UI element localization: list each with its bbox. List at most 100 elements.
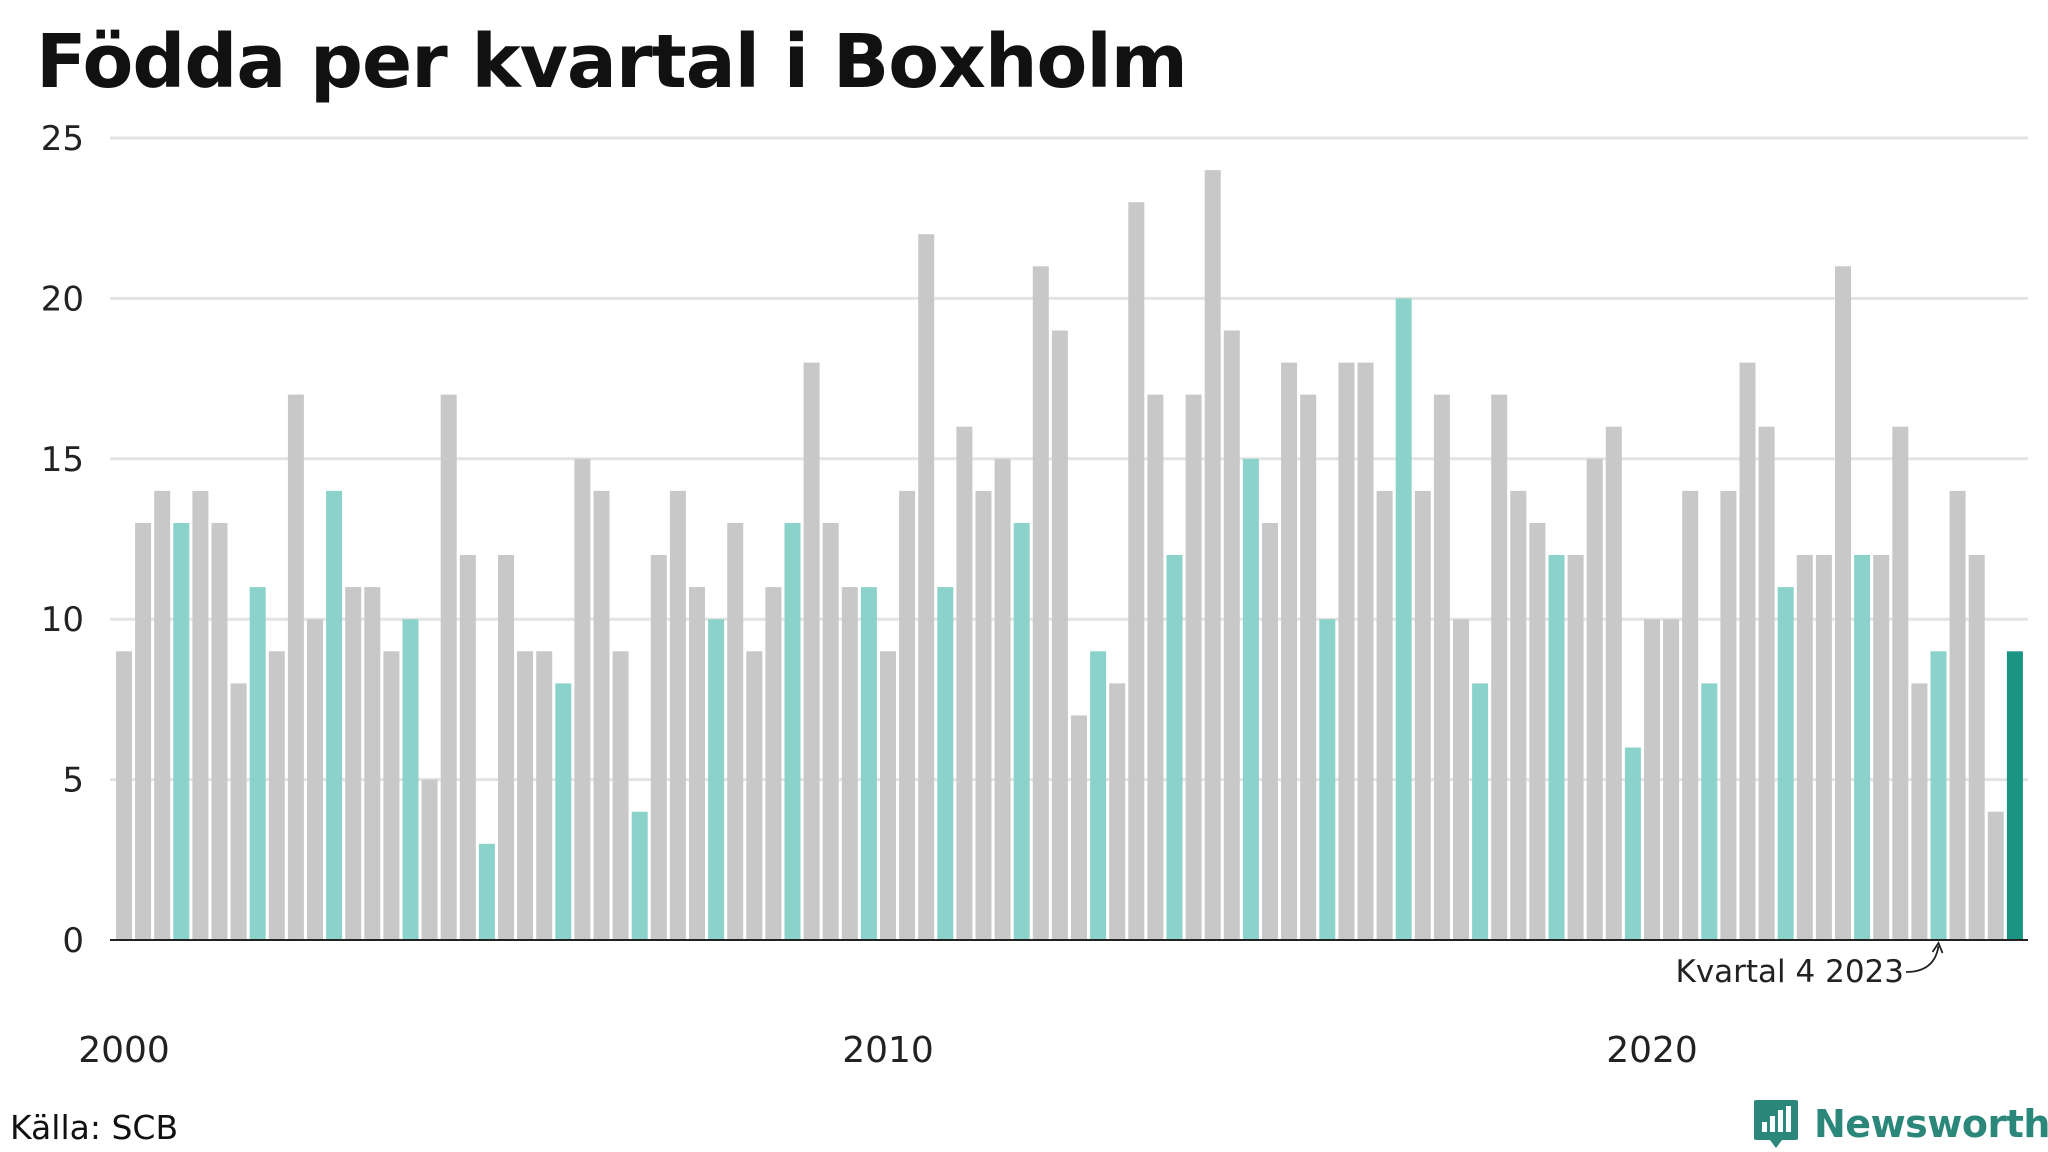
bar [1109, 683, 1126, 940]
bar [1644, 619, 1660, 940]
bar [1624, 747, 1641, 940]
bar [765, 587, 782, 940]
bar [1854, 555, 1871, 940]
bar [1013, 523, 1030, 940]
bar [1281, 362, 1298, 941]
bar [1586, 458, 1603, 940]
x-tick-label: 2020 [1606, 1030, 1698, 1071]
bar [1758, 426, 1775, 940]
bar [1548, 555, 1565, 940]
bar [287, 394, 304, 941]
bar [154, 490, 171, 940]
bar [1376, 490, 1393, 940]
x-axis-ticks: 2000 2010 2020 [78, 1030, 1698, 1071]
y-tick-label: 15 [41, 440, 84, 480]
bar [803, 362, 820, 941]
bar [612, 651, 629, 940]
bar [1529, 523, 1546, 940]
bar [1663, 619, 1680, 940]
bar [1242, 458, 1259, 940]
bar [574, 458, 591, 940]
bar [860, 587, 877, 940]
bar [784, 523, 801, 940]
annotation-arrowhead [1931, 941, 1944, 954]
bar [478, 843, 495, 940]
bar [841, 587, 858, 940]
y-tick-label: 0 [62, 921, 84, 961]
bar [2006, 651, 2023, 940]
bar [918, 234, 935, 940]
y-tick-label: 20 [41, 279, 84, 319]
bar [1892, 426, 1909, 940]
bar [1090, 651, 1107, 940]
bar [1051, 330, 1068, 940]
bar [708, 619, 725, 940]
bar [822, 523, 839, 940]
bars [110, 170, 2028, 941]
bar [1701, 683, 1718, 940]
bar [1453, 619, 1469, 940]
bar [1262, 523, 1278, 940]
annotation-arrow [1905, 945, 1940, 973]
bar [517, 651, 534, 940]
bar [1987, 811, 2004, 940]
bar [689, 587, 705, 940]
bar [1472, 683, 1489, 940]
bar [1491, 394, 1508, 941]
bar [1185, 394, 1202, 941]
bar [1796, 555, 1813, 940]
bar [669, 490, 686, 940]
bar [1147, 394, 1164, 941]
bar [249, 587, 266, 940]
bar [326, 490, 343, 940]
annotation: Kvartal 4 2023 [1675, 941, 1944, 990]
bar [727, 523, 744, 940]
source-label: Källa: SCB [10, 1108, 179, 1147]
y-tick-label: 25 [41, 119, 84, 159]
bar [536, 651, 553, 940]
bar [1777, 587, 1794, 940]
bar [1911, 683, 1928, 940]
bar [1204, 170, 1221, 941]
bar [1338, 362, 1355, 941]
chart-title: Födda per kvartal i Boxholm [36, 19, 1188, 105]
newsworthy-logo-icon [1754, 1100, 1798, 1148]
bar [345, 587, 362, 940]
bar [211, 523, 228, 940]
bar [1166, 555, 1183, 940]
bar [975, 490, 992, 940]
bar [421, 779, 438, 940]
bar [1949, 490, 1966, 940]
bar [1395, 298, 1412, 940]
bar [1873, 555, 1890, 940]
y-tick-label: 10 [41, 600, 84, 640]
bar [230, 683, 247, 940]
brand-logo: Newsworthy [1752, 1098, 2048, 1150]
bar [268, 651, 285, 940]
bar [956, 426, 973, 940]
bar [1815, 555, 1832, 940]
bar [1968, 555, 1985, 940]
bar [1128, 202, 1145, 940]
bar [1682, 490, 1699, 940]
x-tick-label: 2010 [842, 1030, 934, 1071]
bar [1414, 490, 1431, 940]
bar [1605, 426, 1622, 940]
bar [307, 619, 323, 940]
bar [402, 619, 419, 940]
bar [1223, 330, 1240, 940]
bar [135, 523, 152, 940]
bar [1300, 394, 1317, 941]
bar [1835, 266, 1851, 940]
bar [1032, 266, 1049, 940]
y-axis-ticks: 0 5 10 15 20 25 [41, 119, 84, 961]
bar [1930, 651, 1947, 940]
bar [746, 651, 763, 940]
bar [1720, 490, 1737, 940]
x-tick-label: 2000 [78, 1030, 170, 1071]
brand-name: Newsworthy [1814, 1102, 2048, 1146]
bar [1319, 619, 1336, 940]
bar [880, 651, 896, 940]
bar [1357, 362, 1374, 941]
